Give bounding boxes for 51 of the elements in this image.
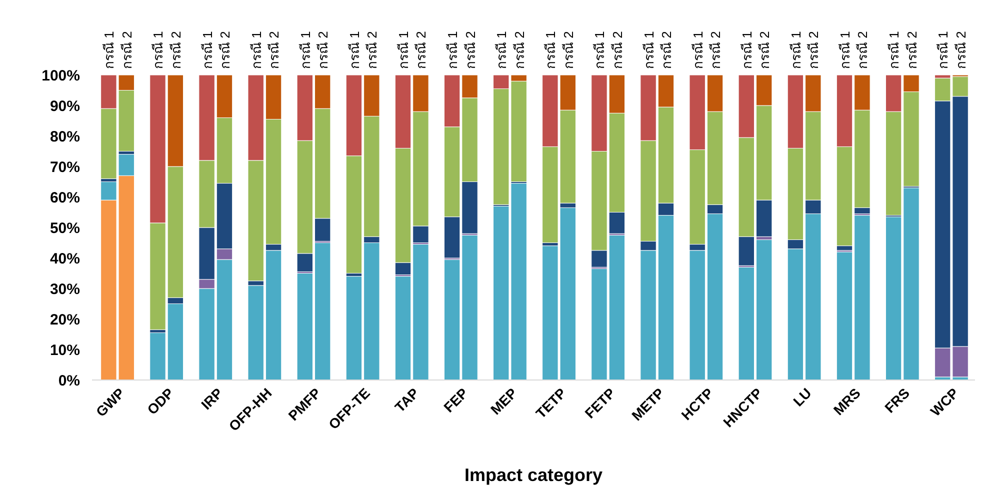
- x-tick-label: กรณี 1: [346, 31, 362, 69]
- x-tick-label: กรณี 1: [102, 31, 117, 69]
- x-tick-label: กรณี 2: [512, 31, 527, 69]
- x-tick-label: กรณี 2: [610, 31, 625, 69]
- x-tick-label: กรณี 1: [445, 31, 460, 69]
- y-tick-label: 20%: [50, 311, 80, 328]
- x-axis-title: Impact category: [464, 465, 603, 485]
- x-tick-label: กรณี 2: [168, 31, 184, 69]
- x-tick-label: กรณี 1: [838, 31, 853, 69]
- y-tick-label: 70%: [50, 158, 80, 176]
- y-tick-label: 30%: [50, 280, 80, 298]
- x-tick-label: กรณี 1: [494, 31, 510, 69]
- x-tick-label: กรณี 1: [690, 31, 706, 69]
- text: LU: [790, 384, 814, 410]
- y-tick-label: 90%: [50, 98, 80, 115]
- x-tick-label: กรณี 2: [806, 31, 822, 69]
- x-tick-label: กรณี 1: [200, 31, 215, 69]
- text: IRP: [198, 384, 226, 413]
- y-tick-label: 0%: [58, 372, 80, 390]
- x-tick-label: กรณี 2: [658, 31, 674, 69]
- x-tick-label: กรณี 1: [788, 31, 804, 69]
- x-tick-label: กรณี 1: [543, 31, 558, 69]
- x-tick-label: กรณี 2: [119, 31, 134, 69]
- x-tick-label: กรณี 2: [560, 31, 576, 69]
- text: TAP: [392, 384, 422, 416]
- x-tick-label: กรณี 1: [248, 31, 264, 69]
- x-tick-label: กรณี 2: [904, 31, 920, 69]
- x-tick-label: กรณี 2: [217, 31, 232, 69]
- x-tick-label: กรณี 2: [266, 31, 282, 69]
- x-tick-label: กรณี 2: [316, 31, 331, 69]
- x-tick-label: กรณี 2: [855, 31, 870, 69]
- x-tick-label: กรณี 1: [592, 31, 608, 69]
- y-tick-label: 80%: [50, 128, 80, 146]
- y-tick-label: 10%: [50, 342, 80, 359]
- x-tick-label: กรณี 2: [757, 31, 772, 69]
- x-tick-label: กรณี 1: [396, 31, 412, 69]
- x-tick-label: กรณี 2: [708, 31, 724, 69]
- x-tick-label: กรณี 1: [150, 31, 166, 69]
- y-tick-label: 40%: [50, 250, 80, 268]
- x-tick-label: กรณี 2: [953, 31, 968, 69]
- x-tick-label: กรณี 1: [641, 31, 656, 69]
- x-tick-label: กรณี 1: [298, 31, 313, 69]
- y-tick-label: 50%: [50, 220, 80, 237]
- x-tick-label: กรณี 1: [936, 31, 951, 69]
- x-tick-label: กรณี 2: [364, 31, 380, 69]
- y-tick-label: 60%: [50, 189, 80, 206]
- x-tick-label: กรณี 1: [739, 31, 754, 69]
- y-tick-label: 100%: [42, 67, 80, 84]
- x-tick-label: กรณี 2: [414, 31, 429, 69]
- x-tick-label: กรณี 1: [886, 31, 902, 69]
- x-tick-label: กรณี 2: [462, 31, 478, 69]
